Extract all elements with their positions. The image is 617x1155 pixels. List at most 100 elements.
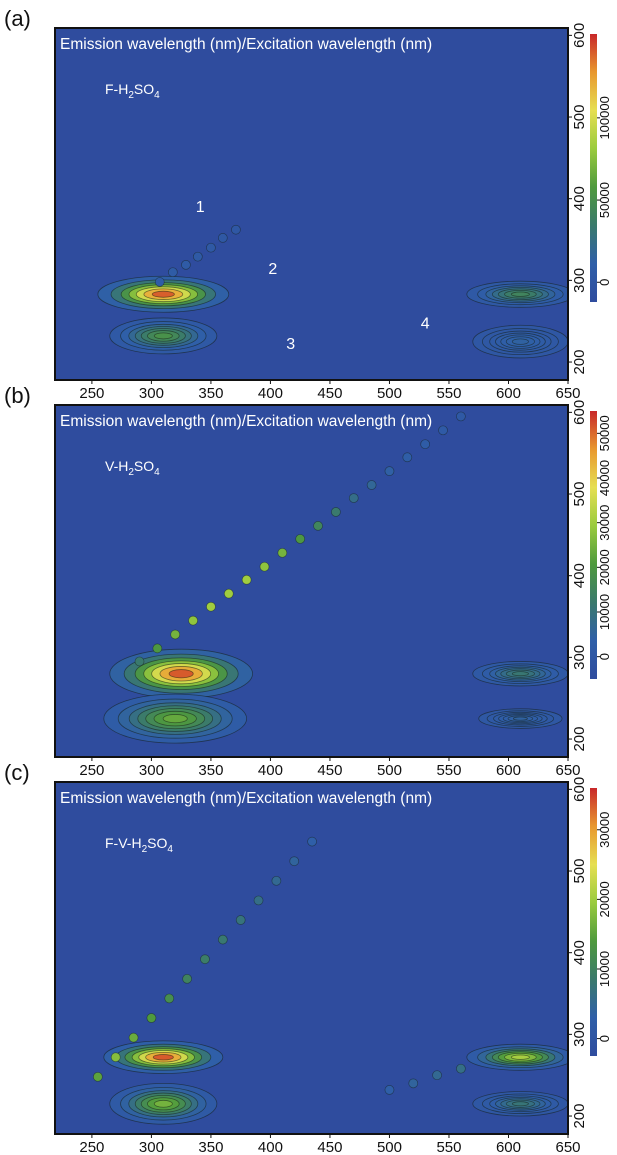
y-tick-label: 400	[571, 186, 588, 211]
plot-border	[54, 27, 569, 381]
scatter-dot	[432, 1070, 442, 1081]
scatter-dot	[259, 561, 270, 572]
scatter-dot	[402, 452, 413, 463]
y-tick-label: 300	[571, 1022, 588, 1047]
x-tick-label: 250	[79, 1139, 104, 1155]
y-tick-label: 600	[571, 400, 588, 425]
colorbar-tick-label: 40000	[597, 460, 612, 496]
scatter-dot	[181, 259, 191, 270]
x-tick-label: 500	[377, 1139, 402, 1155]
plot-area	[103, 411, 568, 744]
x-tick-label: 550	[436, 1139, 461, 1155]
scatter-dot	[217, 233, 228, 243]
x-tick-label: 650	[555, 1139, 580, 1155]
scatter-dot	[192, 251, 203, 262]
x-tick-label: 550	[436, 385, 461, 402]
scatter-dot	[307, 836, 317, 847]
x-tick-label: 600	[496, 1139, 521, 1155]
colorbar-tick-label: 30000	[597, 812, 612, 848]
colorbar-tick-label: 50000	[597, 415, 612, 451]
y-tick-label: 500	[571, 482, 588, 507]
x-tick-label: 400	[258, 1139, 283, 1155]
scatter-dot	[200, 954, 210, 965]
colorbar-tick-label: 20000	[597, 549, 612, 585]
scatter-dot	[170, 629, 181, 640]
colorbar-tick-label: 0	[597, 653, 612, 660]
x-tick-label: 300	[139, 385, 164, 402]
y-tick-label: 500	[571, 105, 588, 130]
plot-title: Emission wavelength (nm)/Excitation wave…	[60, 36, 432, 53]
colorbar	[590, 411, 597, 679]
sample-label-part: F-V-H	[105, 835, 142, 851]
scatter-dot	[313, 521, 323, 531]
scatter-dot	[253, 895, 264, 906]
colorbar-tick-label: 10000	[597, 594, 612, 630]
plot-area	[92, 836, 568, 1125]
scatter-dot	[456, 411, 466, 422]
panel-label: (b)	[4, 383, 31, 408]
scatter-dot	[217, 934, 228, 945]
panel: (b) Emission wavelength (nm)/Excitation w…	[4, 383, 612, 779]
panel: (a) Emission wavelength (nm)/Excitation w…	[4, 6, 612, 402]
scatter-dot	[128, 1032, 139, 1043]
x-tick-label: 400	[258, 385, 283, 402]
colorbar-tick-label: 0	[597, 1035, 612, 1042]
y-tick-label: 200	[571, 727, 588, 752]
scatter-dot	[146, 1013, 157, 1023]
scatter-dot	[241, 574, 252, 585]
scatter-dot	[235, 915, 246, 925]
y-tick-label: 300	[571, 645, 588, 670]
scatter-dot	[206, 601, 216, 612]
contour-level	[512, 716, 528, 721]
contour-level	[153, 332, 173, 340]
x-tick-label: 350	[198, 385, 223, 402]
panel-label: (c)	[4, 760, 30, 785]
sample-label-part: SO	[134, 81, 154, 97]
scatter-dot	[295, 534, 306, 544]
x-tick-label: 400	[258, 762, 283, 779]
colorbar-tick-label: 0	[597, 279, 612, 286]
scatter-dot	[438, 425, 448, 436]
scatter-dot	[182, 973, 192, 984]
y-tick-label: 600	[571, 23, 588, 48]
x-tick-label: 250	[79, 762, 104, 779]
scatter-dot	[366, 480, 377, 490]
contour-level	[151, 290, 175, 298]
sample-label-part: 4	[154, 467, 160, 478]
sample-label-part: 4	[167, 844, 173, 855]
colorbar-tick-label: 50000	[597, 182, 612, 218]
contour-level	[152, 1054, 174, 1061]
x-tick-label: 350	[198, 1139, 223, 1155]
annotation: 4	[421, 316, 430, 333]
sample-label-part: V-H	[105, 458, 128, 474]
x-tick-label: 650	[555, 385, 580, 402]
panel: (c) Emission wavelength (nm)/Excitation w…	[4, 760, 612, 1155]
panel-label: (a)	[4, 6, 31, 31]
scatter-dot	[277, 547, 288, 558]
colorbar	[590, 34, 597, 302]
x-tick-label: 450	[317, 385, 342, 402]
contour-level	[153, 1099, 173, 1108]
scatter-dot	[188, 615, 198, 626]
scatter-dot	[206, 242, 216, 253]
y-tick-label: 400	[571, 563, 588, 588]
scatter-dot	[231, 224, 241, 235]
contour-level	[510, 291, 530, 297]
y-tick-label: 200	[571, 350, 588, 375]
colorbar-tick-label: 100000	[597, 96, 612, 139]
annotation: 2	[268, 261, 277, 278]
annotation: 3	[286, 336, 295, 353]
scatter-dot	[110, 1052, 121, 1063]
scatter-dot	[92, 1071, 103, 1082]
scatter-dot	[456, 1063, 466, 1074]
scatter-dot	[152, 643, 163, 654]
y-tick-label: 400	[571, 940, 588, 965]
x-tick-label: 600	[496, 762, 521, 779]
colorbar-tick-label: 30000	[597, 505, 612, 541]
scatter-dot	[420, 439, 431, 450]
y-tick-label: 500	[571, 859, 588, 884]
x-tick-label: 500	[377, 385, 402, 402]
colorbar	[590, 788, 597, 1056]
scatter-dot	[289, 856, 300, 867]
contour-level	[168, 669, 194, 679]
